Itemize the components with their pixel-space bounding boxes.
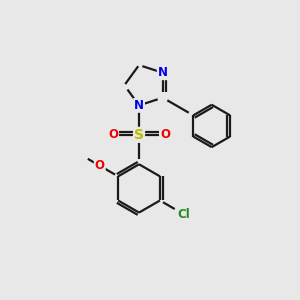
Text: O: O [160, 128, 170, 141]
Text: N: N [134, 99, 144, 112]
Text: O: O [108, 128, 118, 141]
Text: N: N [158, 66, 168, 79]
Text: O: O [95, 159, 105, 172]
Text: S: S [134, 128, 144, 142]
Text: Cl: Cl [178, 208, 190, 221]
